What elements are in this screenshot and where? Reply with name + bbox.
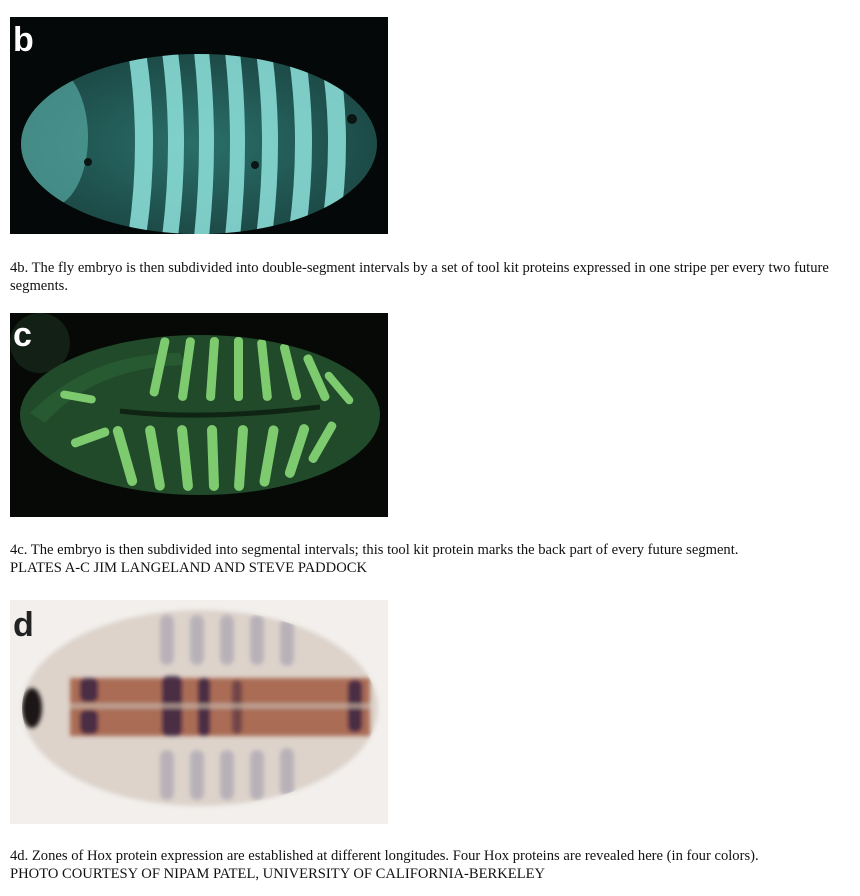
- plate-c-image: c: [10, 313, 388, 517]
- credit-c-prefix: PLATES A-C JIM: [10, 560, 121, 576]
- credit-d-names: NIPAM PATEL, UNIVERSITY OF CALIFORNIA-BE…: [163, 866, 546, 882]
- plate-b-label: b: [13, 21, 34, 59]
- stripe-b-5: [256, 54, 278, 234]
- stripe-b-2: [162, 54, 184, 234]
- plate-d-image: d: [10, 600, 388, 824]
- stripe-b-1: [128, 54, 153, 234]
- plate-d-label: d: [13, 606, 34, 644]
- stripe-b-3: [194, 54, 214, 234]
- credit-c: PLATES A-C JIM LANGELAND AND STEVE PADDO…: [10, 559, 855, 577]
- caption-d: 4d. Zones of Hox protein expression are …: [10, 847, 855, 883]
- caption-b-text: 4b. The fly embryo is then subdivided in…: [10, 260, 829, 294]
- caption-d-text: 4d. Zones of Hox protein expression are …: [10, 848, 759, 864]
- credit-c-names: LANGELAND AND STEVE PADDOCK: [120, 560, 368, 576]
- stripe-b-4: [225, 54, 245, 234]
- caption-c-text: 4c. The embryo is then subdivided into s…: [10, 542, 739, 558]
- plate-b-image: b: [10, 17, 388, 234]
- stripe-b-7: [320, 54, 346, 234]
- plate-c-label: c: [13, 316, 32, 354]
- credit-d-prefix: PHOTO COURTESY OF: [10, 866, 164, 882]
- credit-d: PHOTO COURTESY OF NIPAM PATEL, UNIVERSIT…: [10, 865, 855, 883]
- caption-c: 4c. The embryo is then subdivided into s…: [10, 541, 855, 577]
- stripe-b-6: [288, 54, 312, 234]
- caption-b: 4b. The fly embryo is then subdivided in…: [10, 259, 855, 295]
